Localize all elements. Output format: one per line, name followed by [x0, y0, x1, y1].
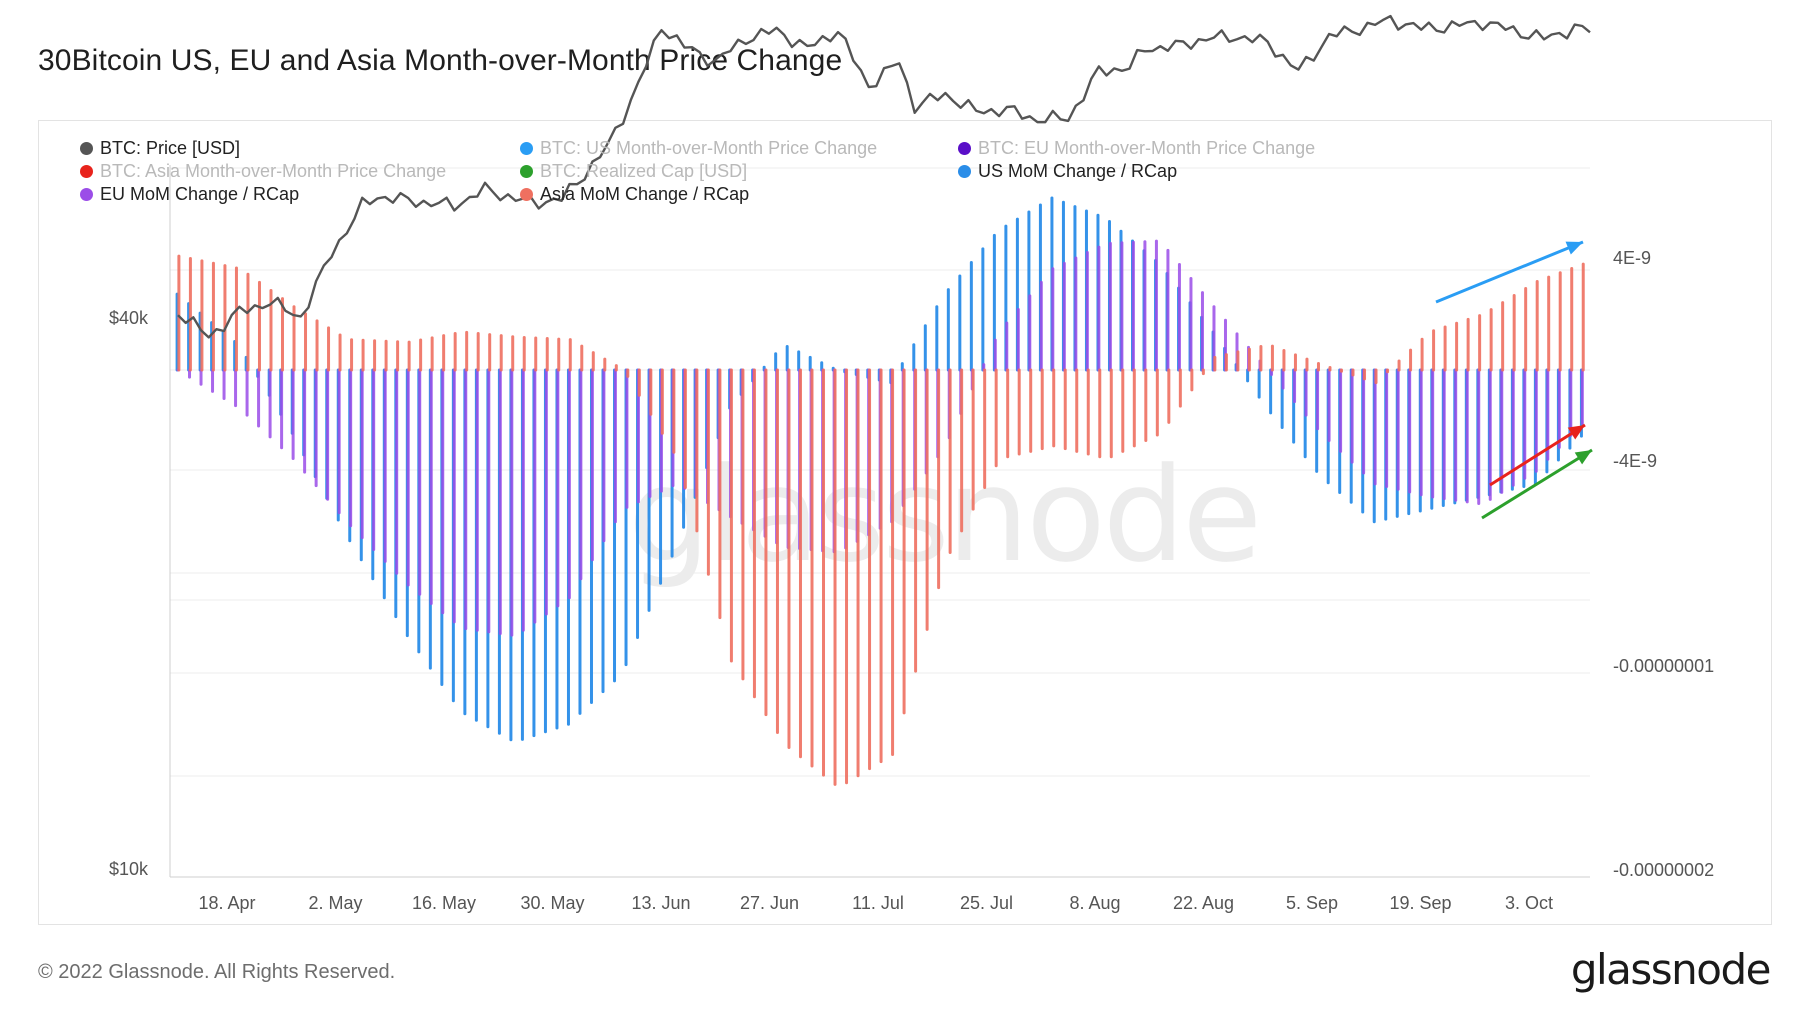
x-tick-label: 8. Aug	[1069, 893, 1120, 913]
x-tick-label: 2. May	[308, 893, 362, 913]
chart-panel	[38, 120, 1772, 925]
x-tick-label: 22. Aug	[1173, 893, 1234, 913]
legend-dot	[958, 142, 971, 155]
left-tick-label: $10k	[109, 859, 149, 879]
left-tick-label: $40k	[109, 308, 149, 328]
x-tick-label: 5. Sep	[1286, 893, 1338, 913]
watermark-text: glassnode	[628, 439, 1259, 591]
x-tick-label: 11. Jul	[852, 893, 904, 913]
legend-item-eu-mom[interactable]: BTC: EU Month-over-Month Price Change	[958, 138, 1315, 159]
legend-item-asia-rcap[interactable]: Asia MoM Change / RCap	[520, 184, 749, 205]
annotation-arrow-green-head	[1574, 450, 1592, 465]
legend-dot	[520, 188, 533, 201]
legend-dot	[520, 142, 533, 155]
legend-dot	[958, 165, 971, 178]
right-tick-label: -0.00000002	[1613, 860, 1714, 880]
x-tick-label: 19. Sep	[1389, 893, 1451, 913]
legend-dot	[80, 142, 93, 155]
annotation-arrow-blue	[1435, 240, 1584, 304]
legend-item-btc-price[interactable]: BTC: Price [USD]	[80, 138, 240, 159]
legend-dot	[80, 165, 93, 178]
x-tick-label: 30. May	[520, 893, 584, 913]
legend-item-realized-cap[interactable]: BTC: Realized Cap [USD]	[520, 161, 747, 182]
right-tick-label: 4E-9	[1613, 248, 1651, 268]
price-line	[177, 14, 1591, 339]
annotation-arrow-blue-head	[1565, 241, 1583, 255]
copyright-footer: © 2022 Glassnode. All Rights Reserved.	[38, 961, 396, 983]
legend-item-us-rcap[interactable]: US MoM Change / RCap	[958, 161, 1177, 182]
legend-item-us-mom[interactable]: BTC: US Month-over-Month Price Change	[520, 138, 877, 159]
x-tick-label: 13. Jun	[631, 893, 690, 913]
legend-item-asia-mom[interactable]: BTC: Asia Month-over-Month Price Change	[80, 161, 446, 182]
right-tick-label: -4E-9	[1613, 451, 1657, 471]
legend-dot	[80, 188, 93, 201]
legend-dot	[520, 165, 533, 178]
annotation-arrow-green	[1481, 448, 1593, 520]
x-tick-label: 27. Jun	[740, 893, 799, 913]
annotation-arrow-red	[1489, 423, 1586, 487]
x-tick-label: 25. Jul	[960, 893, 1013, 913]
legend-item-eu-rcap[interactable]: EU MoM Change / RCap	[80, 184, 299, 205]
chart-title: 30Bitcoin US, EU and Asia Month-over-Mon…	[38, 44, 843, 77]
x-tick-label: 18. Apr	[198, 893, 255, 913]
annotation-arrow-red-head	[1567, 425, 1585, 440]
glassnode-logo: glassnode	[1570, 945, 1772, 994]
right-tick-label: -0.00000001	[1613, 656, 1714, 676]
x-tick-label: 16. May	[412, 893, 476, 913]
x-tick-label: 3. Oct	[1505, 893, 1553, 913]
